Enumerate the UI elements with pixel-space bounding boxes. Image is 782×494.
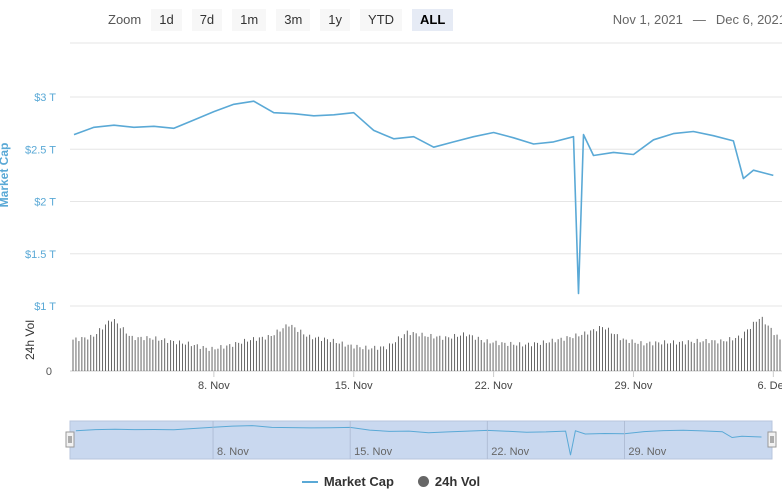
y-tick-label: $3 T	[34, 92, 56, 104]
zoom-bar: Zoom 1d 7d 1m 3m 1y YTD ALL	[108, 8, 463, 32]
market-cap-line	[73, 100, 774, 295]
zoom-1d-button[interactable]: 1d	[151, 9, 182, 31]
x-tick-label: 15. Nov	[335, 380, 373, 392]
legend-item-volume[interactable]: 24h Vol	[417, 474, 481, 489]
legend-label-market-cap: Market Cap	[323, 474, 394, 489]
navigator-line	[75, 425, 762, 456]
zoom-ytd-button[interactable]: YTD	[360, 9, 403, 31]
y-tick-label: $1.5 T	[25, 249, 56, 261]
navigator-tick-label: 29. Nov	[628, 446, 666, 458]
zoom-1y-button[interactable]: 1y	[320, 9, 351, 31]
zoom-3m-button[interactable]: 3m	[276, 9, 311, 31]
y-axis-title: Market Cap	[0, 143, 11, 208]
navigator-right-handle[interactable]	[767, 431, 777, 448]
x-tick-label: 8. Nov	[198, 380, 230, 392]
navigator-window	[69, 420, 773, 460]
zoom-1m-button[interactable]: 1m	[232, 9, 267, 31]
y-tick-label: $1 T	[34, 301, 56, 313]
range-to[interactable]: Dec 6, 2021	[715, 12, 782, 27]
legend-item-market-cap[interactable]: Market Cap	[301, 474, 394, 489]
volume-zero-label: 0	[46, 366, 52, 378]
legend: Market Cap 24h Vol	[0, 474, 782, 489]
x-tick-label: 6. Dec	[757, 380, 782, 392]
dot-swatch-icon	[417, 476, 429, 487]
navigator-tick-label: 22. Nov	[491, 446, 529, 458]
navigator-tick-label: 8. Nov	[217, 446, 249, 458]
range-separator: —	[692, 12, 706, 27]
zoom-7d-button[interactable]: 7d	[191, 9, 223, 31]
zoom-all-button[interactable]: ALL	[412, 9, 454, 31]
legend-label-volume: 24h Vol	[434, 474, 481, 489]
range-from[interactable]: Nov 1, 2021	[612, 12, 683, 27]
date-range: Nov 1, 2021 — Dec 6, 2021	[613, 12, 782, 27]
x-tick-label: 22. Nov	[475, 380, 513, 392]
line-swatch-icon	[301, 480, 318, 483]
y-tick-label: $2.5 T	[25, 144, 56, 156]
zoom-label: Zoom	[108, 12, 142, 27]
volume-axis-title: 24h Vol	[23, 320, 37, 360]
navigator-left-handle[interactable]	[65, 431, 75, 448]
navigator-tick-label: 15. Nov	[354, 446, 392, 458]
y-tick-label: $2 T	[34, 197, 56, 209]
x-tick-label: 29. Nov	[615, 380, 653, 392]
